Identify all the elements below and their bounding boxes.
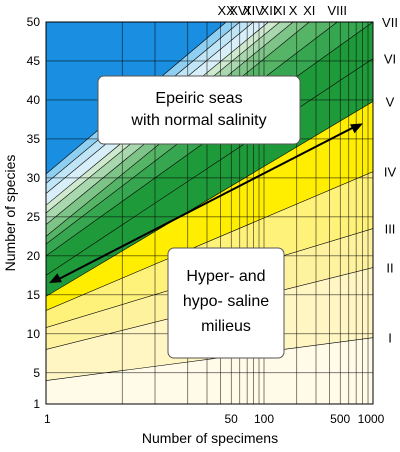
- right-label-VII: VII: [382, 15, 398, 30]
- x-tick-100: 100: [254, 412, 274, 426]
- y-tick-15: 15: [27, 288, 41, 302]
- y-tick-35: 35: [27, 132, 41, 146]
- right-label-IV: IV: [384, 165, 397, 180]
- trend-arrow-head-start: [49, 273, 62, 284]
- y-tick-30: 30: [27, 171, 41, 185]
- x-tick-500: 500: [330, 412, 350, 426]
- y-tick-1: 1: [33, 397, 40, 411]
- y-tick-20: 20: [27, 249, 41, 263]
- band-I: [46, 337, 373, 404]
- top-label-0: XX: [218, 3, 236, 18]
- annotation-box-hyper: [167, 247, 285, 359]
- annotation-hyper-line-2: hypo- saline: [183, 293, 269, 310]
- top-label-4: XI: [274, 3, 286, 18]
- isoline-I: [46, 337, 373, 381]
- annotation-normal-salinity: Epeiric seas with normal salinity: [97, 75, 301, 145]
- plot-frame: [45, 21, 374, 405]
- y-tick-10: 10: [27, 327, 41, 341]
- annotation-normal-line-1: Epeiric seas: [155, 90, 242, 107]
- isoline-V: [46, 101, 373, 297]
- annotation-box-normal: [97, 75, 301, 145]
- top-label-1: XVI: [229, 3, 250, 18]
- band-V: [46, 101, 373, 311]
- annotation-normal-line-2: with normal salinity: [130, 112, 266, 129]
- annotation-hyper-line-3: milieus: [201, 318, 251, 335]
- trend-arrow-shaft: [54, 124, 358, 282]
- y-tick-40: 40: [27, 93, 41, 107]
- top-label-2: XIV: [243, 3, 264, 18]
- right-label-III: III: [385, 222, 396, 237]
- top-label-7: VIII: [328, 3, 348, 18]
- y-tick-50: 50: [27, 15, 41, 29]
- right-label-V: V: [386, 95, 395, 110]
- right-label-VI: VI: [384, 52, 396, 67]
- top-label-5: X: [289, 3, 298, 18]
- right-label-II: II: [386, 261, 393, 276]
- top-label-3: XII: [261, 3, 277, 18]
- y-tick-5: 5: [33, 366, 40, 380]
- annotation-hyper-line-1: Hyper- and: [186, 268, 265, 285]
- top-label-6: XI: [303, 3, 315, 18]
- x-tick-50: 50: [225, 412, 239, 426]
- annotation-hyper-hypo: Hyper- and hypo- saline milieus: [167, 247, 285, 359]
- isoline-VI: [46, 58, 373, 276]
- x-tick-1: 1: [44, 412, 51, 426]
- x-axis-ticks: 1 50 100 500 1000: [44, 412, 385, 426]
- x-axis-title: Number of specimens: [142, 430, 278, 446]
- y-axis-title: Number of species: [2, 155, 18, 272]
- trend-arrow-head-end: [350, 123, 363, 134]
- isoline-IV: [46, 171, 373, 311]
- x-tick-1000: 1000: [358, 412, 385, 426]
- trend-arrow: [49, 123, 363, 284]
- right-label-I: I: [388, 331, 392, 346]
- y-tick-45: 45: [27, 54, 41, 68]
- y-tick-25: 25: [27, 210, 41, 224]
